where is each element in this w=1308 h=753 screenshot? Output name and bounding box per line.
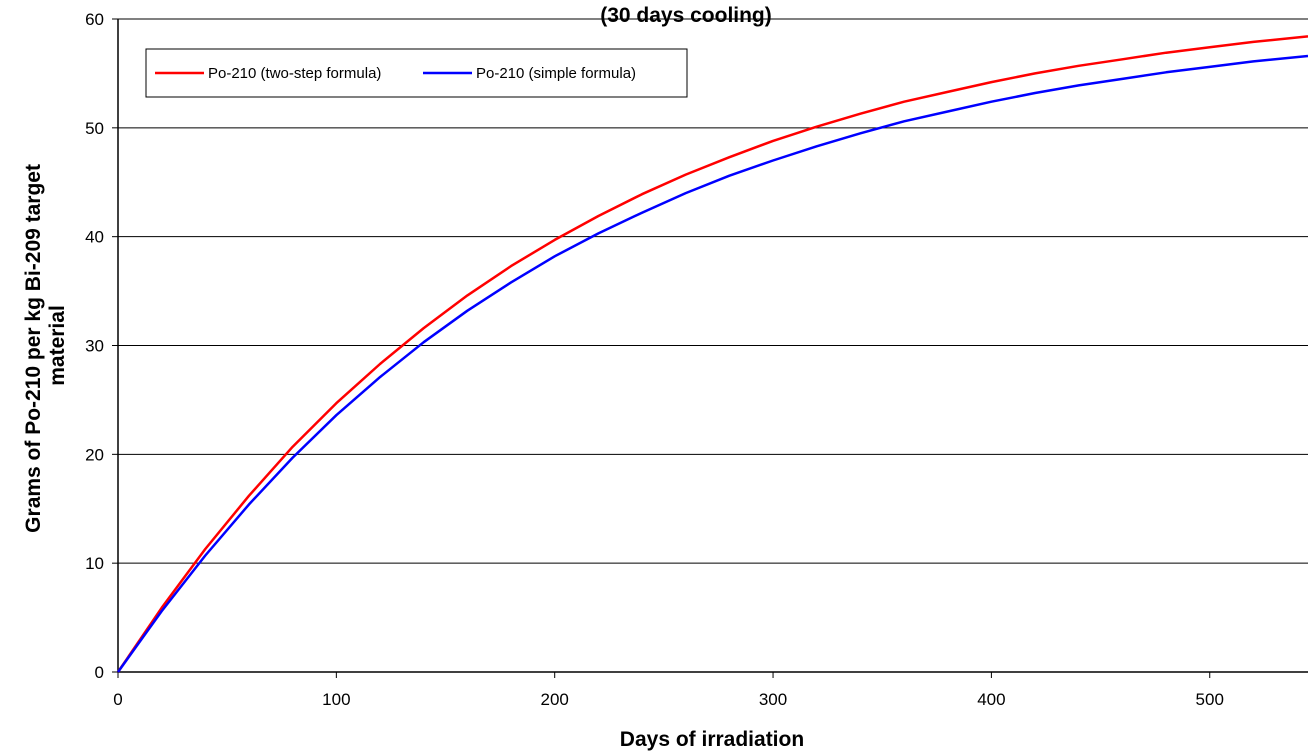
- y-tick-label-30: 30: [85, 337, 104, 356]
- gridlines: [118, 18, 1308, 564]
- y-tick-label-40: 40: [85, 228, 104, 247]
- y-axis-title: Grams of Po-210 per kg Bi-209 target mat…: [22, 158, 69, 533]
- y-tick-label-20: 20: [85, 445, 104, 464]
- chart-title: (30 days cooling): [600, 4, 772, 27]
- y-axis-title-line-1: Grams of Po-210 per kg Bi-209 target: [22, 164, 45, 533]
- x-tick-label-100: 100: [322, 690, 350, 709]
- y-tick-labels: 0 10 20 30 40 50 60: [85, 10, 104, 682]
- legend-label-two-step: Po-210 (two-step formula): [208, 65, 381, 82]
- y-tick-label-10: 10: [85, 554, 104, 573]
- x-tick-label-500: 500: [1196, 690, 1224, 709]
- x-tick-label-300: 300: [759, 690, 787, 709]
- x-tick-label-200: 200: [541, 690, 569, 709]
- series-line-po-210-simple-formula: [116, 54, 1308, 673]
- series-line-po-210-two-step-formula: [116, 35, 1308, 673]
- x-axis-title: Days of irradiation: [620, 728, 804, 751]
- legend: Po-210 (two-step formula) Po-210 (simple…: [145, 48, 688, 98]
- y-tick-label-0: 0: [95, 663, 104, 682]
- x-tick-label-0: 0: [113, 690, 122, 709]
- y-axis-title-line-2: material: [46, 305, 69, 386]
- legend-label-simple: Po-210 (simple formula): [476, 65, 636, 82]
- x-tick-label-400: 400: [977, 690, 1005, 709]
- axes: [112, 18, 1308, 678]
- y-tick-label-60: 60: [85, 10, 104, 29]
- legend-box: [145, 48, 688, 98]
- x-tick-labels: 0 100 200 300 400 500: [113, 690, 1224, 709]
- series-lines: [116, 35, 1308, 673]
- y-tick-label-50: 50: [85, 119, 104, 138]
